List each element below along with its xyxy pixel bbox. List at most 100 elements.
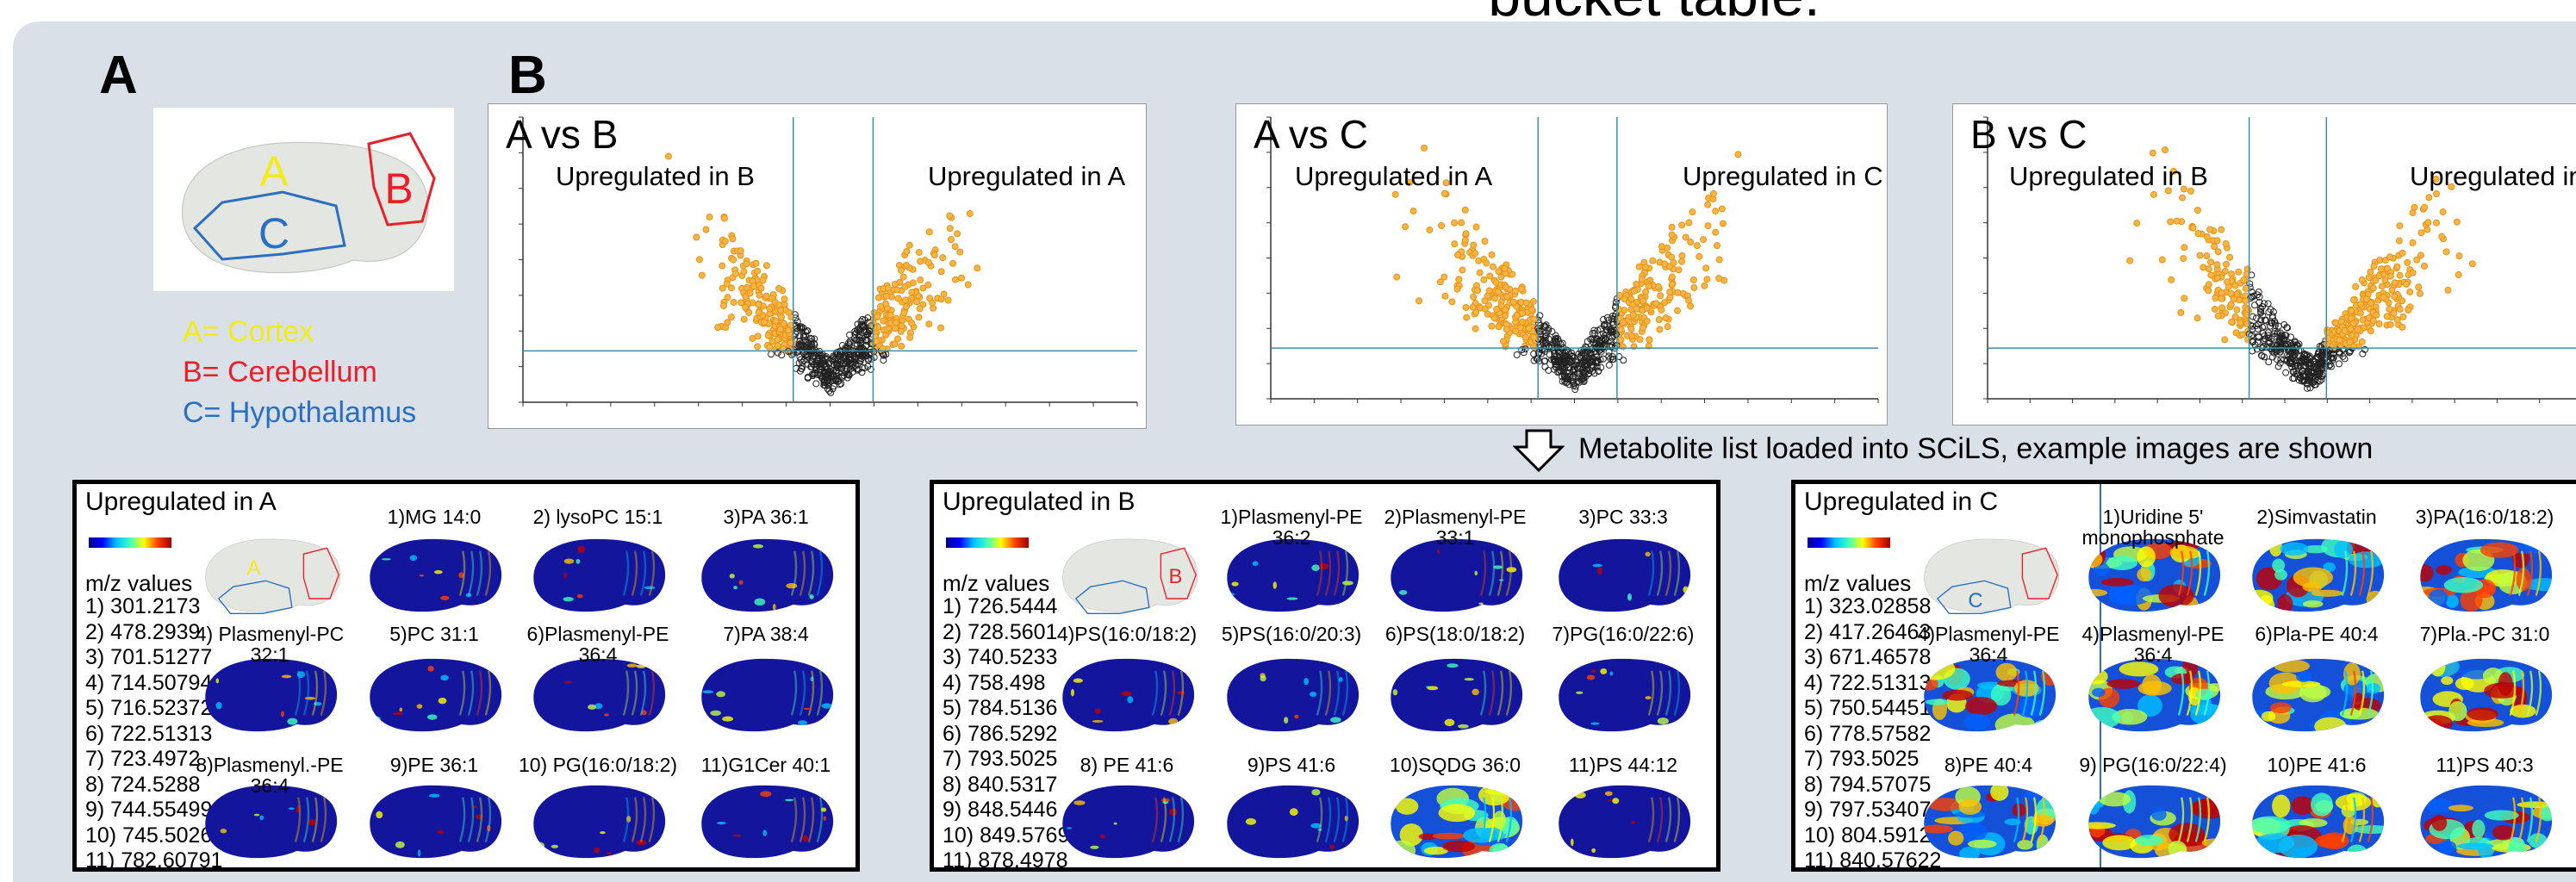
scatter-point-significant	[2357, 310, 2363, 316]
ion-image-spot	[2085, 668, 2108, 684]
scatter-point-significant	[1496, 269, 1502, 275]
ion-image-spot	[1493, 811, 1506, 829]
scatter-point-significant	[665, 153, 671, 159]
scatter-point-significant	[2336, 337, 2343, 343]
scatter-point-significant	[2223, 241, 2229, 247]
ion-image-spot	[2437, 841, 2456, 854]
scatter-point-significant	[899, 323, 905, 329]
scatter-point-significant	[909, 289, 915, 295]
ion-image-spot	[702, 690, 713, 693]
image-panel: Upregulated in Bm/z values1) 726.54442) …	[930, 480, 1720, 872]
ion-image-spot	[2106, 679, 2139, 689]
ion-image-spot	[607, 852, 612, 854]
scatter-point-significant	[2397, 223, 2403, 229]
ion-image-spot	[563, 573, 567, 579]
scatter-point-significant	[1523, 334, 1529, 340]
scatter-point-significant	[2410, 210, 2416, 216]
scatter-point-significant	[2456, 253, 2462, 259]
scatter-point-significant	[755, 344, 761, 350]
scatter-point-significant	[1630, 312, 1636, 318]
ion-image-spot	[400, 708, 402, 712]
scatter-point-significant	[1642, 264, 1648, 270]
ion-image-label: 2) lysoPC 15:1	[516, 506, 680, 527]
mz-value: 4) 758.498	[943, 671, 1046, 696]
mz-value: 10) 849.5769	[943, 823, 1069, 848]
scatter-point-significant	[1636, 264, 1642, 270]
scatter-point-significant	[2392, 294, 2398, 300]
ion-image	[2245, 780, 2388, 861]
scatter-point-significant	[2194, 208, 2200, 214]
scatter-point-significant	[1643, 289, 1649, 295]
scatter-point-significant	[2241, 277, 2247, 283]
ion-image-spot	[437, 830, 444, 834]
ion-image-spot	[760, 791, 771, 797]
ion-image	[694, 533, 837, 615]
scatter-point-significant	[947, 213, 953, 219]
scatter-point-significant	[1487, 273, 1493, 279]
ion-image-label: 9)PE 36:1	[352, 755, 516, 775]
ion-image-spot	[1576, 692, 1583, 694]
scatter-point-significant	[1531, 316, 1537, 322]
ion-image-spot	[2037, 835, 2049, 855]
scatter-point-significant	[1513, 288, 1519, 294]
ion-image-label: 11)PS 44:12	[1541, 755, 1705, 775]
scatter-point-significant	[767, 306, 773, 312]
ion-image-spot	[418, 849, 420, 856]
scatter-point-significant	[1498, 274, 1504, 280]
scatter-point-significant	[2389, 287, 2395, 293]
scatter-point-significant	[781, 320, 787, 326]
scatter-point-significant	[2178, 309, 2184, 315]
ion-image-spot	[1948, 831, 1963, 846]
scatter-point-significant	[2207, 227, 2213, 233]
scatter-point-significant	[1427, 227, 1433, 233]
ion-image-label: 2)Simvastatin	[2235, 506, 2399, 527]
ion-image-spot	[1273, 581, 1277, 589]
mz-value: 5) 750.54451	[1804, 696, 1931, 721]
ion-image-spot	[305, 697, 315, 700]
scatter-point-significant	[755, 333, 761, 339]
ion-image-spot	[1319, 563, 1328, 569]
scatter-point-significant	[719, 263, 725, 269]
scatter-point-significant	[2371, 264, 2377, 270]
scatter-point-significant	[2347, 339, 2353, 345]
ion-image-spot	[604, 713, 609, 716]
scatter-point-significant	[1456, 276, 1462, 283]
scatter-point-significant	[1716, 257, 1722, 263]
scatter-point-significant	[1686, 220, 1692, 226]
ion-image-spot	[535, 724, 543, 727]
ion-image-spot	[2372, 795, 2384, 808]
scatter-point-significant	[916, 314, 922, 320]
volcano-right-label: Upregulated in A	[928, 161, 1125, 192]
ion-image	[526, 780, 669, 861]
ion-image-spot	[1445, 719, 1455, 726]
panel-label: B	[508, 45, 547, 106]
ion-image-label: 9)PS 41:6	[1210, 755, 1373, 775]
ion-image-spot	[1627, 593, 1632, 601]
scatter-point	[813, 381, 819, 387]
scatter-point-significant	[787, 347, 793, 353]
scatter-point-significant	[2208, 259, 2214, 265]
scatter-point-significant	[1531, 334, 1537, 340]
scatter-point-significant	[775, 343, 781, 349]
ion-image-spot	[2274, 569, 2287, 581]
ion-image-spot	[2425, 798, 2454, 812]
down-arrow-shape	[1515, 431, 1562, 470]
reference-brain-label: A	[247, 556, 261, 580]
scatter-point-significant	[957, 249, 963, 255]
scatter-point-significant	[2214, 238, 2220, 244]
ion-image-spot	[1963, 713, 1990, 730]
scatter-point-significant	[899, 343, 905, 349]
ion-image-spot	[1067, 827, 1072, 829]
scatter-point-significant	[2400, 314, 2406, 320]
ion-image-spot	[1600, 668, 1607, 674]
mz-value: 6) 722.51313	[85, 722, 212, 747]
scatter-point-significant	[2159, 257, 2165, 263]
scatter-point-significant	[1495, 289, 1501, 295]
ion-image-spot	[1631, 821, 1635, 823]
scatter-point-significant	[2232, 283, 2238, 289]
ion-image-spot	[1658, 717, 1669, 724]
ion-image-spot	[762, 829, 767, 836]
scatter-point-significant	[902, 283, 908, 289]
mz-value: 3) 740.5233	[943, 645, 1057, 670]
scatter-point-significant	[907, 334, 913, 340]
